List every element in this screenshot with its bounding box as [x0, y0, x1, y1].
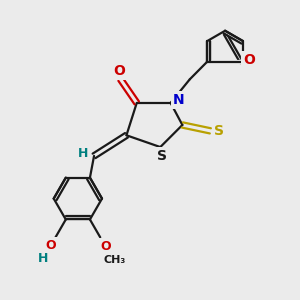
- Text: S: S: [214, 124, 224, 138]
- Text: H: H: [38, 252, 48, 265]
- Text: S: S: [157, 149, 167, 164]
- Text: H: H: [78, 147, 88, 160]
- Text: N: N: [173, 93, 185, 107]
- Text: CH₃: CH₃: [103, 255, 125, 265]
- Text: O: O: [100, 240, 111, 253]
- Text: O: O: [46, 239, 56, 252]
- Text: O: O: [244, 53, 255, 67]
- Text: O: O: [113, 64, 125, 78]
